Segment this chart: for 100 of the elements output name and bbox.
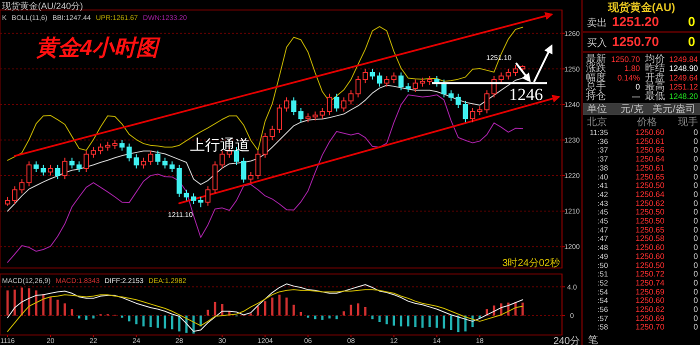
text: 幅度 (586, 71, 606, 84)
text: 1250.50 (636, 260, 666, 270)
text: 1250.65 (636, 225, 666, 234)
text: 0 (694, 163, 699, 172)
text: 1250.64 (636, 154, 666, 164)
text: 1250.72 (636, 270, 666, 279)
bar (336, 316, 338, 320)
text: 1250.62 (636, 305, 666, 314)
text: 1250.60 (636, 296, 666, 306)
bar (392, 316, 396, 326)
text: 0 (694, 136, 699, 146)
text: 开盘 (645, 71, 665, 84)
bar (135, 316, 138, 324)
bar (328, 316, 331, 318)
text: 1250.60 (636, 243, 666, 252)
bar (156, 316, 159, 328)
text: 1250.66 (636, 146, 666, 155)
bar (64, 303, 66, 316)
text: 0 (694, 225, 699, 234)
text: 0 (688, 34, 696, 49)
bar (14, 290, 16, 316)
text: 美元/盎司 (652, 103, 696, 115)
text: 单位 (587, 103, 607, 115)
bar (300, 312, 302, 316)
text: 0 (694, 270, 699, 279)
annotation: 3时24分02秒 (502, 257, 560, 269)
bar (321, 316, 324, 320)
text: 1250.50 (636, 216, 666, 226)
text: 1251.20 (612, 14, 659, 29)
text: 1250.70 (612, 34, 659, 49)
bar (314, 316, 316, 320)
bar (170, 316, 174, 330)
bar (356, 303, 360, 316)
text: 0 (694, 198, 699, 208)
text: 卖出 (587, 17, 607, 29)
text: 0 (694, 181, 699, 190)
bar (342, 311, 345, 316)
text: 1250.69 (636, 314, 666, 323)
text: 均价 (644, 53, 665, 65)
bar (206, 310, 210, 316)
text: 1250.62 (636, 198, 666, 208)
bar (428, 316, 431, 328)
text: 元/克 (620, 103, 644, 115)
text: 1250.60 (636, 128, 666, 137)
bar (407, 316, 410, 326)
text: 笔 (588, 334, 598, 345)
text: 0 (694, 128, 699, 137)
text: 1250.70 (636, 322, 666, 332)
text: 1250.58 (636, 234, 666, 244)
text: 0 (694, 287, 699, 296)
bar (178, 316, 180, 332)
text: 1250.61 (636, 163, 666, 172)
text: 0 (694, 243, 699, 252)
text: 北京 (587, 116, 607, 128)
text: 0 (636, 82, 641, 92)
bar (20, 288, 24, 316)
text: 1.80 (624, 64, 641, 74)
annotation: 上行通道 (190, 137, 250, 154)
text: 0 (694, 296, 699, 306)
text: 1250.50 (636, 208, 666, 217)
text: 价格 (636, 116, 657, 128)
bar (450, 316, 452, 330)
bar (292, 304, 295, 316)
bar (364, 306, 366, 316)
chart-subtitle: 现货黄金(AU/240分) (2, 1, 84, 11)
bar (271, 298, 274, 316)
text: 0.14% (617, 73, 640, 82)
bar (522, 302, 524, 316)
bar (414, 316, 416, 328)
bar (150, 316, 152, 328)
text: — (632, 92, 640, 101)
text: 0 (694, 234, 699, 244)
text: 240分 (553, 335, 580, 345)
text: 0 (694, 314, 699, 323)
ref-line-label: 1246 (509, 85, 543, 104)
text: 最低 (645, 90, 665, 102)
bar (35, 290, 38, 316)
text: 0 (694, 208, 699, 217)
text: 0 (688, 14, 696, 29)
bar (386, 316, 388, 324)
bar (128, 316, 130, 322)
bar (200, 316, 202, 326)
text: 1250.60 (636, 252, 666, 261)
bar (78, 316, 80, 318)
text: 0 (694, 260, 699, 270)
text: 1250.74 (636, 278, 666, 288)
text: 0 (694, 305, 699, 314)
text: 现货黄金(AU) (606, 1, 676, 14)
bar (85, 316, 88, 320)
text: 0 (694, 172, 699, 182)
bar (436, 316, 438, 328)
text: 0 (694, 190, 699, 199)
text: 0 (694, 278, 699, 288)
text: 1248.90 (669, 64, 699, 74)
text: 1250.65 (636, 172, 666, 182)
text: 现手 (678, 116, 698, 128)
text: 1251.12 (669, 82, 699, 92)
bar (56, 300, 59, 316)
text: 1250.61 (636, 136, 666, 146)
text: 1250.50 (636, 181, 666, 190)
